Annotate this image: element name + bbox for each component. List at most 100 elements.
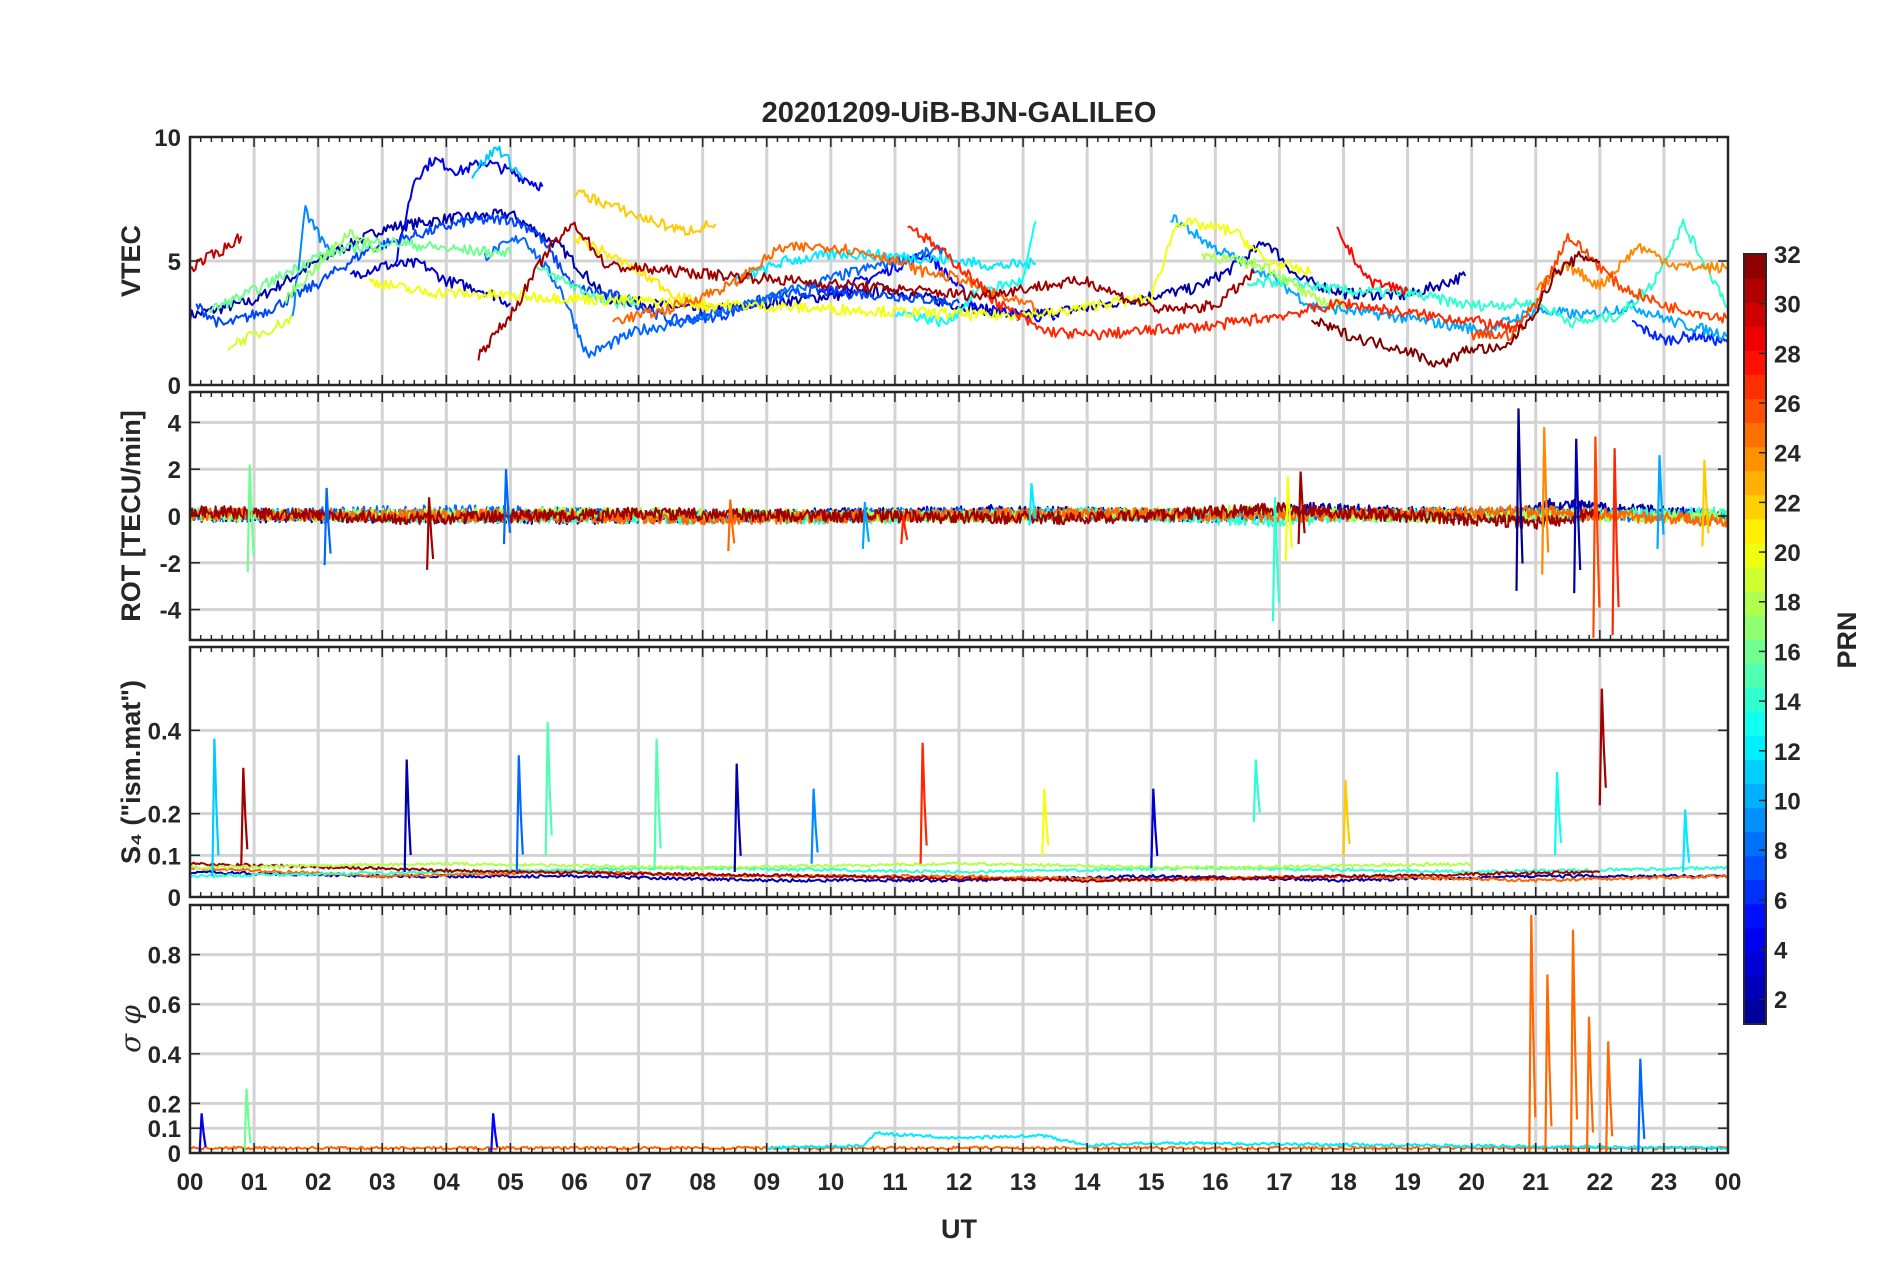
colorbar-segment xyxy=(1744,735,1766,760)
colorbar-segment xyxy=(1744,350,1766,375)
colorbar-segment xyxy=(1744,855,1766,881)
x-tick-label: 02 xyxy=(305,1169,332,1196)
colorbar-label: PRN xyxy=(1832,611,1862,668)
colorbar-tick-label: 30 xyxy=(1774,292,1801,319)
y-tick-label: 0.8 xyxy=(148,943,181,970)
colorbar-tick-label: 22 xyxy=(1774,490,1801,517)
x-axis: 00 01 02 03 04 05 06 07 08 09 10 11 12 13 14 15 16 17 18 19… xyxy=(177,1169,1742,1196)
spike-prn-2 xyxy=(403,759,412,873)
y-axis-label: VTEC xyxy=(116,225,146,297)
spike-prn-4 xyxy=(198,1113,207,1153)
series-line-prn-19 xyxy=(227,314,294,352)
series-line-prn-32 xyxy=(1310,250,1601,368)
spike-prn-22 xyxy=(1342,780,1351,856)
x-tick-label: 23 xyxy=(1651,1169,1678,1196)
spike-prn-2 xyxy=(733,763,742,873)
spike-prn-16 xyxy=(243,1088,252,1153)
y-tick-label: -4 xyxy=(160,598,182,625)
colorbar-segment xyxy=(1744,254,1766,279)
series-line-prn-26 xyxy=(1470,232,1728,341)
series-line-prn-18 xyxy=(1201,252,1344,308)
x-tick-label: 00 xyxy=(177,1169,204,1196)
chart-title: 20201209-UiB-BJN-GALILEO xyxy=(762,97,1157,129)
y-tick-label: 0.4 xyxy=(148,1042,182,1069)
spike-prn-26 xyxy=(1592,436,1601,638)
x-tick-label: 06 xyxy=(561,1169,588,1196)
x-tick-label: 09 xyxy=(753,1169,780,1196)
x-tick-label: 19 xyxy=(1394,1169,1421,1196)
x-tick-label: 18 xyxy=(1330,1169,1357,1196)
spike-prn-12 xyxy=(1028,483,1037,526)
x-axis-label: UT xyxy=(941,1214,977,1244)
spike-prn-3 xyxy=(1150,788,1159,868)
colorbar-segment xyxy=(1744,663,1766,688)
colorbar-tick-label: 14 xyxy=(1774,689,1801,716)
series-line-prn-25 xyxy=(190,504,1728,528)
x-tick-label: 03 xyxy=(369,1169,396,1196)
y-tick-label: 4 xyxy=(168,410,182,437)
series-line-prn-9 xyxy=(291,205,332,317)
colorbar-segment xyxy=(1744,831,1766,857)
colorbar-segment xyxy=(1744,302,1766,327)
colorbar-segment xyxy=(1744,639,1766,664)
x-tick-label: 07 xyxy=(625,1169,652,1196)
x-tick-label: 12 xyxy=(946,1169,973,1196)
colorbar-segment xyxy=(1744,542,1766,568)
x-tick-label: 11 xyxy=(882,1169,907,1196)
colorbar-tick-label: 26 xyxy=(1774,391,1801,418)
colorbar-segment xyxy=(1744,374,1766,399)
y-tick-label: 0 xyxy=(168,1141,181,1168)
series-line-prn-16 xyxy=(208,237,512,314)
series-line-prn-28 xyxy=(1336,226,1409,296)
colorbar-segment xyxy=(1744,711,1766,736)
series-line-prn-12 xyxy=(733,248,1037,285)
y-tick-label: 0.2 xyxy=(148,1091,181,1118)
colorbar-segment xyxy=(1744,951,1766,977)
grid xyxy=(190,905,1728,1153)
spike-prn-27 xyxy=(1611,448,1620,636)
spike-prn-25 xyxy=(1605,1041,1614,1153)
colorbar-segment xyxy=(1744,999,1766,1025)
series-line-prn-12 xyxy=(766,1130,1728,1151)
spike-prn-15 xyxy=(653,738,662,868)
y-tick-label: 0 xyxy=(168,504,181,531)
x-tick-label: 13 xyxy=(1010,1169,1037,1196)
x-tick-label: 10 xyxy=(817,1169,844,1196)
colorbar-segment xyxy=(1744,614,1766,640)
x-tick-label: 16 xyxy=(1202,1169,1229,1196)
x-tick-label: 17 xyxy=(1266,1169,1293,1196)
colorbar-segment xyxy=(1744,278,1766,303)
panel-s4: 0 0.1 0.2 0.4S₄ ("ism.mat") xyxy=(116,645,1730,912)
colorbar-segment xyxy=(1744,927,1766,953)
y-axis-label: S₄ ("ism.mat") xyxy=(116,680,146,864)
panel-sigma-phi: 00.10.2 0.4 0.6 0.8 σ φ xyxy=(114,903,1730,1168)
colorbar-tick-label: 6 xyxy=(1774,888,1787,915)
y-tick-label: 0 xyxy=(168,885,181,912)
colorbar-segment xyxy=(1744,494,1766,520)
spike-prn-25 xyxy=(727,499,736,552)
spike-prn-25 xyxy=(1585,1016,1595,1153)
y-tick-label: 0.4 xyxy=(148,718,182,745)
series-line-prn-11 xyxy=(471,145,524,180)
data-layer xyxy=(190,145,1728,368)
spike-prn-14 xyxy=(1271,497,1281,622)
spike-prn-9 xyxy=(810,788,819,864)
spike-prn-25 xyxy=(1569,929,1579,1153)
series-line-prn-22 xyxy=(573,189,717,236)
x-tick-label: 15 xyxy=(1138,1169,1165,1196)
series-line-prn-30 xyxy=(190,233,243,273)
spike-prn-31 xyxy=(426,497,435,570)
spike-prn-22 xyxy=(1701,459,1710,547)
spike-prn-10 xyxy=(861,501,870,549)
y-tick-label: 5 xyxy=(168,249,181,276)
spike-prn-10 xyxy=(1656,455,1665,549)
colorbar-segment xyxy=(1744,903,1766,929)
x-tick-label: 21 xyxy=(1522,1169,1549,1196)
series-line-prn-8 xyxy=(483,235,947,359)
x-tick-label: 01 xyxy=(241,1169,268,1196)
series-line-prn-31 xyxy=(190,861,1601,883)
colorbar-segment xyxy=(1744,590,1766,616)
